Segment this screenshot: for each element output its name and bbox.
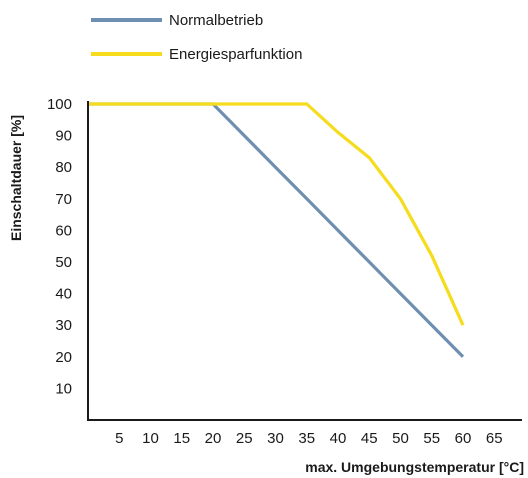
y-tick-label: 20 bbox=[55, 349, 72, 366]
x-tick-label: 55 bbox=[423, 430, 440, 447]
y-tick-label: 30 bbox=[55, 317, 72, 334]
x-tick-label: 40 bbox=[330, 430, 347, 447]
y-tick-label: 40 bbox=[55, 286, 72, 303]
ticks-layer: 10 20 30 40 50 60 70 80 90 100 5 10 15 20 25 30 35 40 45 50… bbox=[47, 96, 503, 447]
y-tick-label: 80 bbox=[55, 159, 72, 176]
axes-layer bbox=[87, 101, 522, 421]
x-axis-title: max. Umgebungstemperatur [°C] bbox=[305, 459, 524, 475]
y-tick-label: 70 bbox=[55, 191, 72, 208]
y-tick-label: 10 bbox=[55, 380, 72, 397]
y-tick-label: 60 bbox=[55, 222, 72, 239]
x-tick-label: 15 bbox=[173, 430, 190, 447]
x-tick-label: 5 bbox=[115, 430, 123, 447]
x-tick-label: 35 bbox=[298, 430, 315, 447]
x-tick-label: 50 bbox=[392, 430, 409, 447]
legend-label-energiesparfunktion: Energiesparfunktion bbox=[169, 46, 302, 63]
x-tick-label: 30 bbox=[267, 430, 284, 447]
series-line-energiesparfunktion bbox=[88, 102, 465, 326]
series-line-normalbetrieb bbox=[88, 102, 465, 358]
legend: Normalbetrieb Energiesparfunktion bbox=[91, 12, 302, 63]
x-tick-label: 10 bbox=[142, 430, 159, 447]
x-tick-label: 60 bbox=[455, 430, 472, 447]
y-tick-label: 50 bbox=[55, 254, 72, 271]
x-tick-label: 65 bbox=[486, 430, 503, 447]
x-tick-label: 45 bbox=[361, 430, 378, 447]
y-tick-label: 100 bbox=[47, 96, 72, 113]
legend-label-normalbetrieb: Normalbetrieb bbox=[169, 12, 263, 29]
x-tick-label: 25 bbox=[236, 430, 253, 447]
y-axis-title: Einschaltdauer [%] bbox=[8, 115, 24, 241]
y-tick-label: 90 bbox=[55, 128, 72, 145]
x-tick-label: 20 bbox=[205, 430, 222, 447]
series-layer bbox=[88, 102, 465, 358]
